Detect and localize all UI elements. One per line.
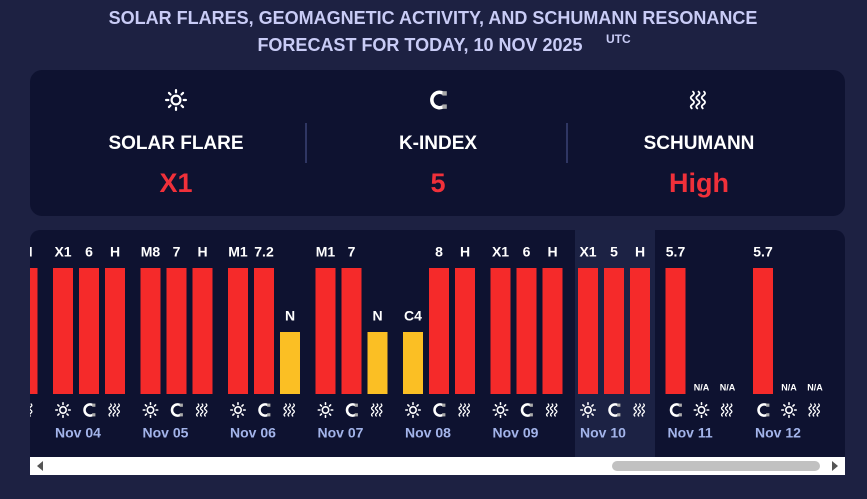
bar-label: M1 [316,244,336,260]
bar [53,268,73,394]
stat-label: SCHUMANN [644,133,755,154]
bar-label: H [460,244,470,260]
title-line: SOLAR FLARES, GEOMAGNETIC ACTIVITY, AND … [109,8,758,28]
summary: SOLAR FLARE X1 K-INDEX 5 SCHUMANN High [108,89,755,198]
bar [490,268,511,394]
bar-label: X1 [579,244,596,260]
bar-label: N/A [694,382,710,392]
bar [140,268,161,394]
bar-label: 5.7 [666,244,686,260]
bar-label: 7 [348,244,356,260]
bar-label: 7.2 [254,244,274,260]
scroll-left[interactable] [37,461,43,471]
day-label: Nov 09 [493,425,539,441]
bar-label: C4 [404,308,422,324]
bar-label: X1 [54,244,71,260]
bar-label: H [197,244,207,260]
bar [542,268,563,394]
summary-card [30,70,845,216]
bar-label: 6 [85,244,93,260]
bar [403,332,423,394]
stat-value: 5 [430,168,445,198]
bar [516,268,537,394]
bar-label: 5 [610,244,618,260]
day-label: Nov 12 [755,425,801,441]
title-superscript: UTC [606,32,631,46]
bar [254,268,274,394]
bar [429,268,449,394]
bar [30,268,38,394]
day-label: Nov 07 [318,425,364,441]
bar-label: N/A [807,382,823,392]
bar-label: N [285,308,295,324]
bar [79,268,99,394]
bar-label: 7 [173,244,181,260]
day-label: Nov 04 [55,425,101,441]
bar [578,268,598,394]
bar [367,332,388,394]
scroll-thumb[interactable] [612,461,820,471]
day-label: Nov 05 [143,425,189,441]
bar [280,332,300,394]
bar-label: M8 [141,244,161,260]
stat-value: High [669,168,729,198]
bar [192,268,213,394]
bar [665,268,686,394]
scroll-right[interactable] [832,461,838,471]
day-label: Nov 11 [668,425,713,441]
bar-label: N/A [781,382,797,392]
stat-label: K-INDEX [399,133,477,154]
bar-label: 8 [435,244,443,260]
bar-label: H [635,244,645,260]
bar [105,268,125,394]
bar-label: X1 [492,244,509,260]
stat-value: X1 [159,168,192,198]
bar-label: H [22,244,32,260]
bar [341,268,362,394]
bar-label: 5.7 [753,244,773,260]
title-line: FORECAST FOR TODAY, 10 NOV 2025 [257,35,582,55]
bar-label: 6 [523,244,531,260]
bar [228,268,248,394]
bar [166,268,187,394]
bar-label: N [372,308,382,324]
day-label: Nov 06 [230,425,276,441]
bar [604,268,624,394]
bar-label: H [110,244,120,260]
day-label: Nov 08 [405,425,451,441]
bar [753,268,773,394]
bar [630,268,650,394]
bar-label: M1 [228,244,248,260]
bar [315,268,336,394]
bar-label: N/A [720,382,736,392]
stat-label: SOLAR FLARE [108,133,243,154]
day-label: Nov 10 [580,425,626,441]
bar-label: H [547,244,557,260]
bar [455,268,475,394]
